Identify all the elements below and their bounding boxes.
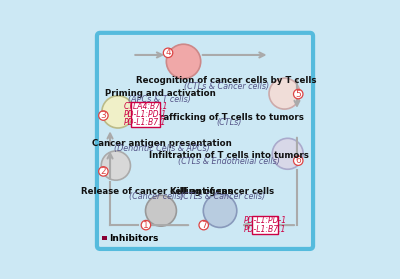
Circle shape (101, 151, 130, 180)
Text: Trafficking of T cells to tumors: Trafficking of T cells to tumors (154, 113, 304, 122)
Text: Inhibitors: Inhibitors (109, 234, 158, 243)
Text: CTLA4:B7.1: CTLA4:B7.1 (123, 102, 168, 111)
Text: (CTLs & Cancer cells): (CTLs & Cancer cells) (184, 82, 269, 91)
Text: Infiltration of T cells into tumors: Infiltration of T cells into tumors (149, 151, 308, 160)
Circle shape (102, 96, 134, 128)
Bar (102, 236, 107, 240)
Text: PD-L1:B7.1: PD-L1:B7.1 (244, 225, 286, 234)
Circle shape (163, 48, 173, 57)
Bar (252, 216, 278, 234)
Circle shape (99, 111, 108, 120)
Text: Release of cancer cell antigens: Release of cancer cell antigens (81, 187, 232, 196)
Text: 4: 4 (165, 48, 171, 57)
Text: Priming and activation: Priming and activation (104, 89, 215, 98)
Circle shape (166, 44, 201, 79)
Circle shape (99, 167, 108, 176)
Text: 2: 2 (100, 167, 106, 176)
Text: Recognition of cancer cells by T cells: Recognition of cancer cells by T cells (136, 76, 317, 85)
Circle shape (269, 78, 300, 109)
Text: (Dendritic Cells & APCs): (Dendritic Cells & APCs) (114, 144, 210, 153)
Text: PD-L1:PD-1: PD-L1:PD-1 (244, 216, 287, 225)
Circle shape (199, 220, 208, 230)
Text: (CTLs & Endothelial cells): (CTLs & Endothelial cells) (178, 157, 280, 166)
Text: (Cancer cells): (Cancer cells) (129, 192, 184, 201)
Text: 3: 3 (100, 111, 106, 120)
Text: PD-L1:PD-1: PD-L1:PD-1 (124, 110, 167, 119)
Text: (APCs & T cells): (APCs & T cells) (128, 95, 191, 104)
Circle shape (203, 194, 237, 227)
Text: 5: 5 (295, 90, 301, 98)
Text: PD-L1:B7.1: PD-L1:B7.1 (124, 118, 166, 127)
Text: 1: 1 (143, 221, 149, 230)
Circle shape (294, 156, 303, 165)
Text: Killing of cancer cells: Killing of cancer cells (170, 187, 274, 196)
Text: 6: 6 (295, 156, 301, 165)
Circle shape (146, 195, 176, 226)
Text: Cancer antigen presentation: Cancer antigen presentation (92, 139, 232, 148)
Text: (CTLs & Cancer cells): (CTLs & Cancer cells) (180, 192, 265, 201)
Text: 7: 7 (201, 221, 206, 230)
Circle shape (141, 220, 151, 230)
Bar (131, 102, 160, 127)
Circle shape (272, 138, 303, 169)
FancyBboxPatch shape (97, 33, 313, 249)
Text: (CTLs): (CTLs) (216, 118, 241, 127)
Circle shape (294, 89, 303, 99)
